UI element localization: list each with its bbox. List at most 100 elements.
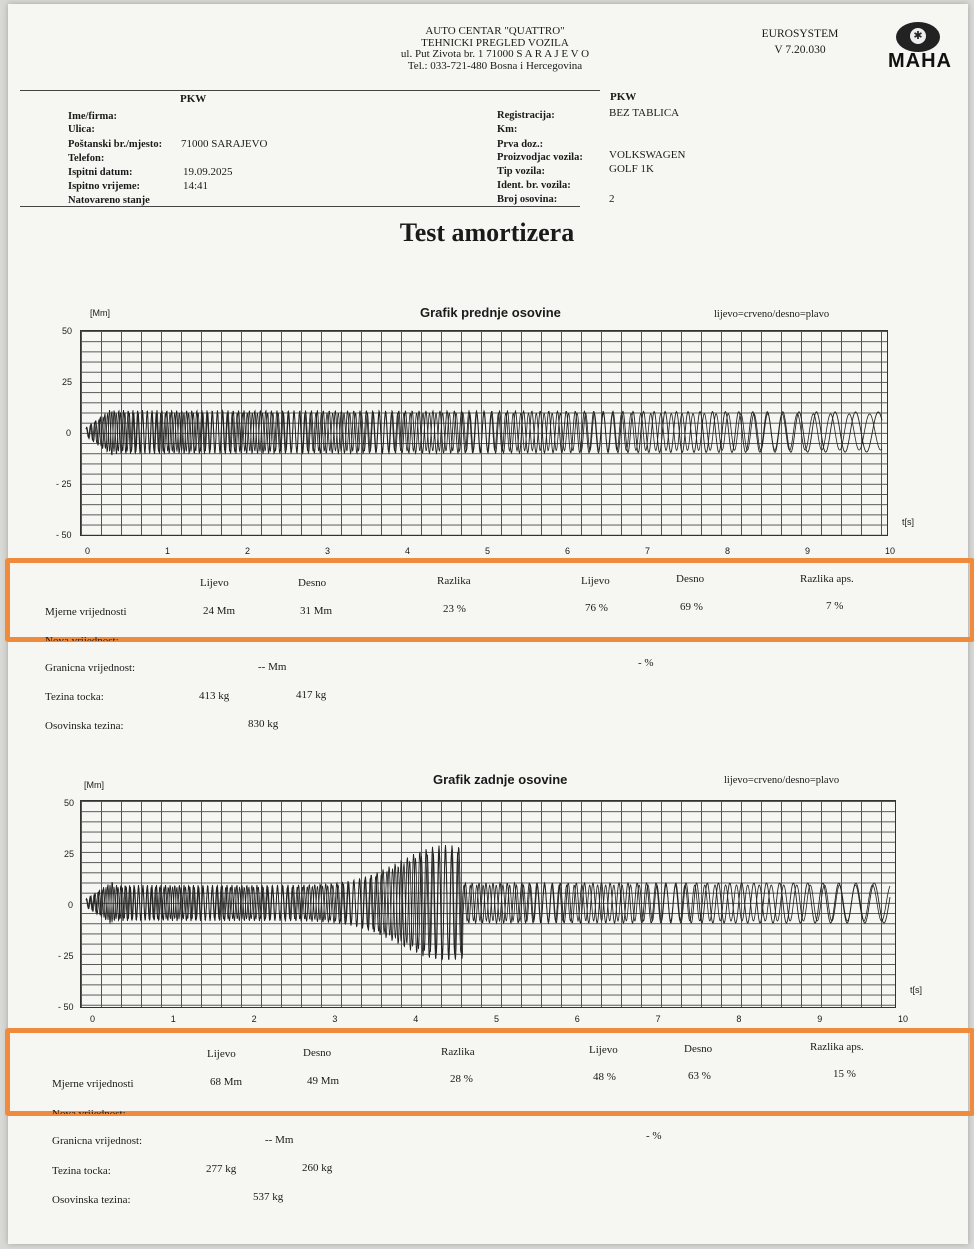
rear-header-left: Lijevo xyxy=(207,1048,236,1060)
x-tick-label: 9 xyxy=(805,546,811,556)
front-y-tick: - 25 xyxy=(56,479,72,489)
rear-chart-legend: lijevo=crveno/desno=plavo xyxy=(724,775,840,786)
phone-label: Telefon: xyxy=(68,153,105,164)
front-chart-title: Grafik prednje osovine xyxy=(420,305,561,320)
test-date-value: 19.09.2025 xyxy=(183,166,233,178)
rear-y-tick: - 25 xyxy=(58,951,74,961)
x-tick-label: 0 xyxy=(85,546,91,556)
first-registration-label: Prva doz.: xyxy=(497,139,544,150)
system-name: EUROSYSTEM xyxy=(761,28,839,40)
axle-count-value: 2 xyxy=(609,193,615,205)
rear-y-tick: 50 xyxy=(64,798,75,808)
rear-measured-left-pct: 48 % xyxy=(593,1071,616,1083)
x-tick-label: 4 xyxy=(405,546,411,556)
km-label: Km: xyxy=(497,124,518,135)
front-measured-diff-abs: 7 % xyxy=(826,600,844,612)
oscillation-trace xyxy=(85,851,891,956)
logo-text: MAHA xyxy=(888,50,952,72)
rear-x-unit: t[s] xyxy=(910,985,923,995)
postal-value: 71000 SARAJEVO xyxy=(181,138,268,150)
front-chart-grid xyxy=(80,330,888,536)
front-measured-right: 31 Mm xyxy=(300,605,333,617)
front-limit-mm: -- Mm xyxy=(258,661,287,673)
x-tick-label: 8 xyxy=(725,546,731,556)
front-header-left-pct: Lijevo xyxy=(581,575,610,587)
rear-axle-weight-label: Osovinska tezina: xyxy=(52,1194,131,1206)
rear-limit-label: Granicna vrijednost: xyxy=(52,1135,143,1147)
manufacturer-value: VOLKSWAGEN xyxy=(609,149,686,161)
front-header-diff-abs: Razlika aps. xyxy=(800,573,854,585)
rear-header-right: Desno xyxy=(303,1047,332,1059)
front-new-value-label: Nova vrijednost: xyxy=(45,635,119,641)
x-tick-label: 2 xyxy=(251,1014,257,1024)
test-date-label: Ispitni datum: xyxy=(68,167,133,178)
page-title: Test amortizera xyxy=(399,218,575,247)
front-header-left: Lijevo xyxy=(200,577,229,589)
front-limit-pct: - % xyxy=(638,657,654,669)
vehicle-type-value: GOLF 1K xyxy=(609,163,654,175)
rear-header-left-pct: Lijevo xyxy=(589,1044,618,1056)
system-version: V 7.20.030 xyxy=(774,44,826,56)
report-page xyxy=(8,4,968,1244)
x-tick-label: 6 xyxy=(574,1014,580,1024)
front-y-tick: - 50 xyxy=(56,530,72,540)
x-tick-label: 5 xyxy=(494,1014,500,1024)
rear-measured-diff: 28 % xyxy=(450,1073,473,1085)
front-axle-weight-label: Osovinska tezina: xyxy=(45,720,124,732)
x-tick-label: 7 xyxy=(645,546,651,556)
shop-header: AUTO CENTAR "QUATTRO" TEHNICKI PREGLED V… xyxy=(330,25,660,72)
front-measured-left: 24 Mm xyxy=(203,605,236,617)
right-vehicle-class: PKW xyxy=(610,91,637,103)
oscillation-trace xyxy=(85,411,883,453)
front-y-unit: [Mm] xyxy=(90,308,110,318)
x-tick-label: 3 xyxy=(325,546,331,556)
front-results-highlight xyxy=(5,558,974,642)
load-state-label: Natovareno stanje xyxy=(68,195,150,206)
rear-wheel-weight-right: 260 kg xyxy=(302,1162,333,1174)
x-tick-label: 5 xyxy=(485,546,491,556)
front-x-unit: t[s] xyxy=(902,517,915,527)
front-chart-legend: lijevo=crveno/desno=plavo xyxy=(714,309,830,320)
front-header-right: Desno xyxy=(298,577,327,589)
x-tick-label: 6 xyxy=(565,546,571,556)
shop-name: AUTO CENTAR "QUATTRO" xyxy=(425,25,565,37)
rear-header-right-pct: Desno xyxy=(684,1043,713,1055)
front-axle-weight-value: 830 kg xyxy=(248,718,279,730)
front-limit-label: Granicna vrijednost: xyxy=(45,662,136,674)
test-time-value: 14:41 xyxy=(183,180,209,192)
logo-eye-icon: ✱ xyxy=(896,22,940,52)
rear-y-unit: [Mm] xyxy=(84,780,104,790)
rear-chart-trace xyxy=(85,844,891,962)
rear-header-diff-abs: Razlika aps. xyxy=(810,1041,864,1053)
registration-label: Registracija: xyxy=(497,110,555,121)
x-tick-label: 4 xyxy=(413,1014,419,1024)
front-wheel-weight-label: Tezina tocka: xyxy=(45,691,104,703)
rear-wheel-weight-left: 277 kg xyxy=(206,1163,237,1175)
x-tick-label: 7 xyxy=(655,1014,661,1024)
rear-measured-diff-abs: 15 % xyxy=(833,1068,856,1080)
rear-y-tick: 25 xyxy=(64,849,75,859)
header-divider xyxy=(20,90,600,91)
left-vehicle-class: PKW xyxy=(180,93,207,105)
x-tick-label: 10 xyxy=(898,1014,909,1024)
x-tick-label: 1 xyxy=(165,546,171,556)
front-chart-trace xyxy=(85,409,883,456)
front-header-diff: Razlika xyxy=(437,575,471,587)
street-label: Ulica: xyxy=(68,124,95,135)
rear-measured-left: 68 Mm xyxy=(210,1076,243,1088)
x-tick-label: 10 xyxy=(885,546,896,556)
rear-wheel-weight-label: Tezina tocka: xyxy=(52,1165,111,1177)
rear-y-tick: - 50 xyxy=(58,1002,74,1012)
front-y-tick: 0 xyxy=(66,428,72,438)
rear-new-value-label: Nova vrijednost: xyxy=(52,1108,126,1114)
info-divider xyxy=(20,206,580,207)
front-wheel-weight-right: 417 kg xyxy=(296,689,327,701)
rear-axle-weight-value: 537 kg xyxy=(253,1191,284,1203)
report-type: TEHNICKI PREGLED VOZILA xyxy=(421,36,569,49)
registration-value: BEZ TABLICA xyxy=(609,107,680,119)
postal-label: Poštanski br./mjesto: xyxy=(68,139,163,150)
maha-logo: ✱ MAHA xyxy=(888,22,952,78)
front-y-tick: 25 xyxy=(62,377,73,387)
rear-measured-right-pct: 63 % xyxy=(688,1070,711,1082)
shop-phone: Tel.: 033-721-480 Bosna i Hercegovina xyxy=(407,59,583,72)
